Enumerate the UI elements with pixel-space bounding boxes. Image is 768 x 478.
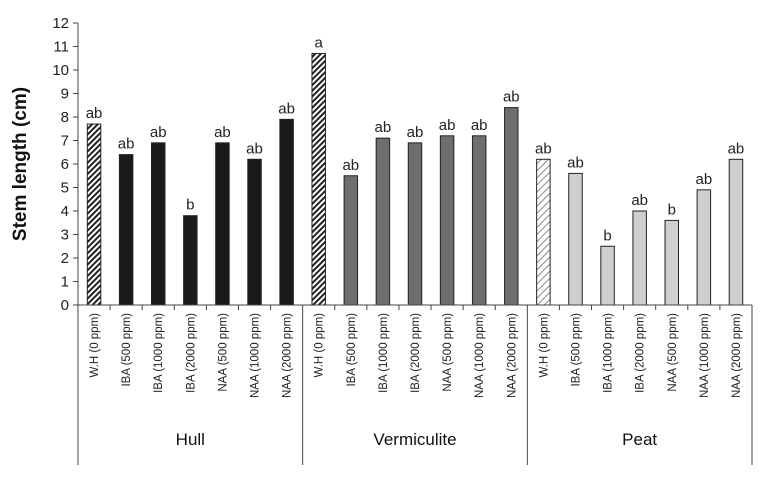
y-tick-label: 2: [61, 250, 69, 267]
bar-significance-label: b: [668, 201, 676, 218]
bar-significance-label: ab: [342, 157, 359, 174]
bar: [536, 158, 551, 306]
bar: [664, 219, 680, 306]
x-tick-label: NAA (500 ppm): [667, 313, 679, 392]
y-tick-label: 3: [61, 227, 69, 244]
bar: [343, 175, 359, 306]
bar-significance-label: b: [186, 197, 194, 214]
group-label: Hull: [176, 430, 205, 449]
bar: [183, 215, 198, 306]
y-tick-label: 1: [61, 274, 69, 291]
group-label: Peat: [622, 430, 657, 449]
x-tick-label: IBA (2000 ppm): [185, 313, 197, 393]
y-tick-label: 8: [61, 109, 69, 126]
bar: [150, 142, 166, 306]
x-tick-label: NAA (2000 ppm): [731, 313, 743, 398]
x-tick-label: IBA (2000 ppm): [635, 313, 647, 393]
bar: [504, 107, 519, 306]
bar-significance-label: ab: [118, 136, 135, 153]
x-tick-label: NAA (2000 ppm): [506, 313, 518, 398]
bar: [279, 118, 294, 306]
bar-significance-label: ab: [439, 117, 456, 134]
bar-significance-label: ab: [631, 192, 648, 209]
bar-significance-label: ab: [471, 117, 488, 134]
x-tick-label: IBA (1000 ppm): [603, 313, 615, 393]
y-tick-label: 9: [61, 86, 69, 103]
x-tick-label: IBA (1000 ppm): [378, 313, 390, 393]
bar-significance-label: ab: [535, 140, 552, 157]
bar-significance-label: ab: [407, 124, 424, 141]
bar-significance-label: ab: [86, 105, 103, 122]
y-tick-label: 4: [61, 203, 69, 220]
bar: [407, 142, 423, 306]
bar-significance-label: ab: [567, 154, 584, 171]
bar: [311, 53, 326, 306]
bar: [632, 210, 647, 306]
x-tick-label: W.H (0 ppm): [89, 313, 101, 378]
x-tick-label: IBA (500 ppm): [346, 313, 358, 387]
bar: [247, 158, 262, 306]
bar: [696, 189, 712, 306]
bar: [375, 137, 391, 306]
bar: [471, 135, 487, 306]
bar: [118, 154, 134, 306]
bar: [568, 172, 583, 306]
x-tick-label: W.H (0 ppm): [538, 313, 550, 378]
y-tick-label: 5: [61, 180, 69, 197]
bar: [600, 245, 615, 306]
bar: [439, 135, 455, 306]
bar: [728, 158, 744, 306]
x-tick-label: IBA (2000 ppm): [410, 313, 422, 393]
bar-significance-label: ab: [696, 171, 713, 188]
x-tick-label: NAA (2000 ppm): [282, 313, 294, 398]
x-tick-label: IBA (1000 ppm): [153, 313, 165, 393]
bar: [86, 123, 102, 306]
y-tick-label: 7: [61, 133, 69, 150]
x-tick-label: IBA (500 ppm): [121, 313, 133, 387]
bar-significance-label: ab: [503, 89, 520, 106]
x-tick-label: IBA (500 ppm): [570, 313, 582, 387]
x-tick-label: NAA (1000 ppm): [474, 313, 486, 398]
bar-significance-label: ab: [278, 100, 295, 117]
bar-significance-label: ab: [375, 119, 392, 136]
y-tick-label: 12: [52, 15, 69, 32]
x-tick-label: NAA (500 ppm): [442, 313, 454, 392]
bar-significance-label: ab: [728, 140, 745, 157]
group-label: Vermiculite: [373, 430, 456, 449]
x-tick-label: W.H (0 ppm): [314, 313, 326, 378]
y-tick-label: 10: [52, 62, 69, 79]
y-tick-label: 11: [53, 39, 69, 56]
bar-significance-label: ab: [214, 124, 231, 141]
y-axis-label: Stem length (cm): [10, 87, 31, 241]
bar-significance-label: a: [315, 35, 324, 52]
bar: [215, 142, 230, 306]
x-tick-label: NAA (1000 ppm): [699, 313, 711, 398]
x-tick-label: NAA (500 ppm): [217, 313, 229, 392]
x-tick-label: NAA (1000 ppm): [250, 313, 262, 398]
y-tick-label: 6: [61, 156, 69, 173]
bar-significance-label: ab: [246, 140, 263, 157]
bar-significance-label: ab: [150, 124, 167, 141]
bar-significance-label: b: [603, 227, 611, 244]
y-tick-label: 0: [61, 297, 69, 314]
